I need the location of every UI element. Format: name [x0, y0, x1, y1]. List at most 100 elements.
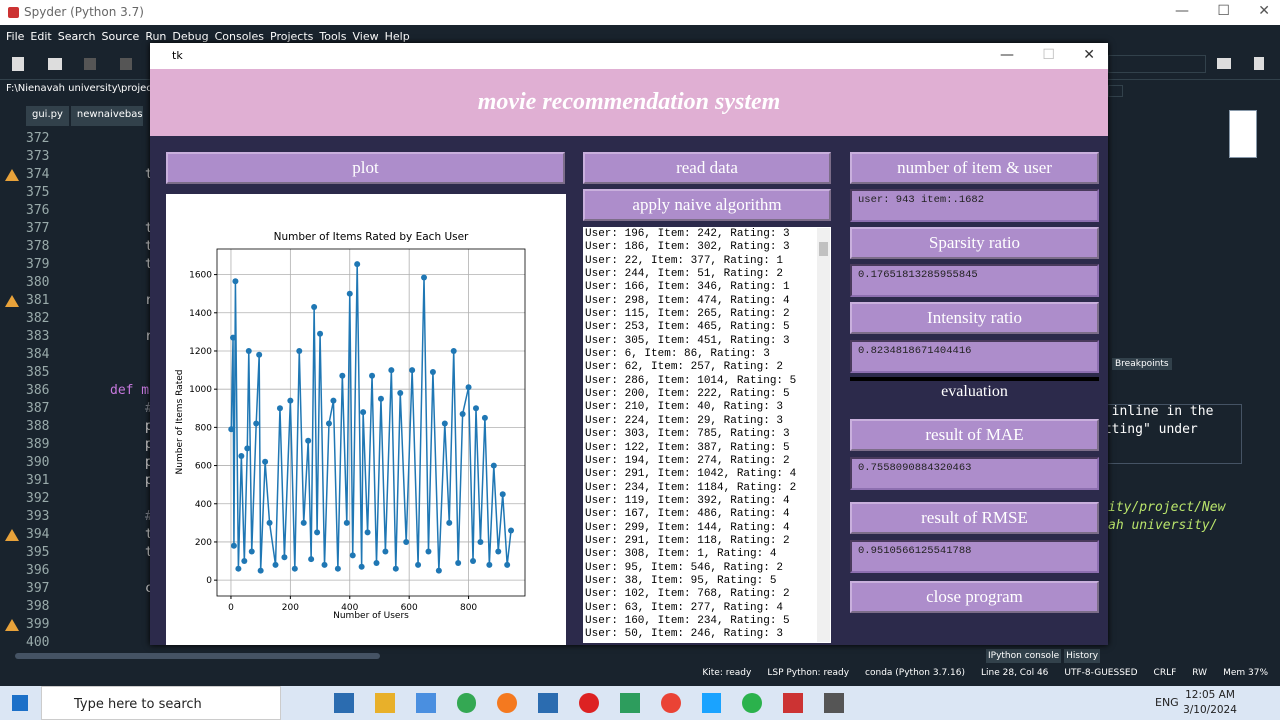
toolbar-icon[interactable]	[12, 57, 24, 71]
status-item: LSP Python: ready	[767, 668, 850, 678]
file-path: F:\Nienavah university\project\New fo	[6, 83, 150, 94]
code-text: p	[145, 455, 153, 470]
line-number: 382	[26, 311, 50, 326]
plot-thumbnail[interactable]	[1229, 110, 1257, 158]
line-number: 378	[26, 239, 50, 254]
warning-icon	[5, 529, 19, 541]
scrollbar[interactable]	[15, 653, 380, 659]
app-icon	[8, 7, 19, 18]
time[interactable]: 12:05 AM	[1185, 689, 1235, 701]
warning-icon	[5, 619, 19, 631]
toolbar-icon[interactable]	[84, 58, 96, 70]
tk-window: tk — ☐ ✕ movie recommendation system	[150, 43, 1108, 645]
line-number: 399	[26, 617, 50, 632]
toolbar-icon[interactable]	[1217, 58, 1231, 69]
line-number: 386	[26, 383, 50, 398]
status-item: Mem 37%	[1223, 668, 1268, 678]
tk-controls[interactable]: — ☐ ✕	[1000, 47, 1095, 63]
line-number: 397	[26, 581, 50, 596]
code-text: def m	[110, 383, 150, 398]
path-combo[interactable]	[1108, 55, 1206, 73]
button[interactable]: number of item & user	[850, 152, 1099, 184]
menu-item[interactable]: Search	[57, 29, 96, 43]
console-text: ity/project/New	[1108, 500, 1226, 515]
button[interactable]: plot	[166, 152, 565, 184]
toolbar-icon[interactable]	[120, 58, 132, 70]
line-number: 381	[26, 293, 50, 308]
toolbar-icon[interactable]	[48, 58, 62, 70]
console-text: otting" under	[1096, 422, 1198, 437]
warning-icon	[5, 295, 19, 307]
code-text: t	[145, 257, 153, 272]
code-text: t	[145, 221, 153, 236]
language[interactable]: ENG	[1155, 696, 1179, 709]
line-number: 400	[26, 635, 50, 650]
line-number: 398	[26, 599, 50, 614]
code-text: t	[145, 167, 153, 182]
status-bar: Kite: ready LSP Python: ready conda (Pytho…	[0, 664, 1280, 682]
status-item: conda (Python 3.7.16)	[865, 668, 966, 678]
line-number: 379	[26, 257, 50, 272]
line-number: 387	[26, 401, 50, 416]
button[interactable]: Intensity ratio	[850, 302, 1099, 334]
menu-item[interactable]: Projects	[270, 29, 314, 43]
search-box[interactable]: Type here to search	[41, 686, 281, 720]
pane-tab[interactable]: Breakpoints	[1112, 358, 1172, 370]
line-number: 389	[26, 437, 50, 452]
code-text: #	[145, 509, 153, 524]
menu-item[interactable]: File	[6, 29, 25, 43]
menu-item[interactable]: Source	[101, 29, 140, 43]
menu-item[interactable]: Edit	[30, 29, 52, 43]
tab-icon	[0, 106, 24, 126]
console-tab[interactable]: IPython console	[986, 649, 1062, 663]
line-number: 388	[26, 419, 50, 434]
menu-item[interactable]: Tools	[319, 29, 347, 43]
line-number: 383	[26, 329, 50, 344]
line-number: 393	[26, 509, 50, 524]
line-number: 373	[26, 149, 50, 164]
code-text: #	[145, 401, 153, 416]
button[interactable]: close program	[850, 581, 1099, 613]
console-tab[interactable]: History	[1064, 649, 1101, 663]
line-number: 380	[26, 275, 50, 290]
code-text: p	[145, 473, 153, 488]
console-text: r inline in the	[1096, 404, 1214, 419]
line-number: 395	[26, 545, 50, 560]
line-number: 396	[26, 563, 50, 578]
code-text: t	[145, 239, 153, 254]
code-text: t	[145, 527, 153, 542]
status-item: Kite: ready	[702, 668, 752, 678]
start-button[interactable]	[12, 695, 28, 711]
code-text: t	[145, 545, 153, 560]
editor-tab[interactable]: gui.py	[26, 106, 69, 126]
line-number: 394	[26, 527, 50, 542]
search-box[interactable]	[1108, 85, 1123, 97]
menu-item[interactable]: Help	[384, 29, 410, 43]
button[interactable]: read data	[583, 152, 831, 184]
taskbar: Type here to search ENG 12:05 AM 3/10/20…	[0, 686, 1280, 720]
button[interactable]: result of MAE	[850, 419, 1099, 451]
app-title: Spyder (Python 3.7)	[24, 5, 144, 19]
button[interactable]: apply naive algorithm	[583, 189, 831, 221]
line-number: 377	[26, 221, 50, 236]
menu-item[interactable]: Debug	[172, 29, 209, 43]
warning-icon	[5, 169, 19, 181]
code-text: r	[145, 329, 153, 344]
status-item: UTF-8-GUESSED	[1064, 668, 1138, 678]
menu-bar: File Edit Search Source Run Debug Consoles Proj…	[0, 25, 1280, 47]
editor-tab[interactable]: newnaivebasel	[70, 106, 143, 126]
console: r inline in the otting" under ity/project/…	[1096, 400, 1280, 650]
button[interactable]: Sparsity ratio	[850, 227, 1099, 259]
editor: 372 373 374 t 375 376 377 t 378 t 379 t 380 381 r 382 38…	[0, 128, 790, 650]
menu-item[interactable]: Consoles	[214, 29, 264, 43]
line-number: 392	[26, 491, 50, 506]
console-text: ah university/	[1108, 518, 1218, 533]
toolbar-icon[interactable]	[1254, 57, 1264, 70]
menu-item[interactable]: View	[352, 29, 379, 43]
window-controls[interactable]: — ☐ ✕	[1175, 3, 1270, 19]
menu-item[interactable]: Run	[145, 29, 167, 43]
title-bar: Spyder (Python 3.7) — ☐ ✕	[0, 0, 1280, 25]
button[interactable]: result of RMSE	[850, 502, 1099, 534]
line-number: 390	[26, 455, 50, 470]
date[interactable]: 3/10/2024	[1183, 704, 1237, 716]
